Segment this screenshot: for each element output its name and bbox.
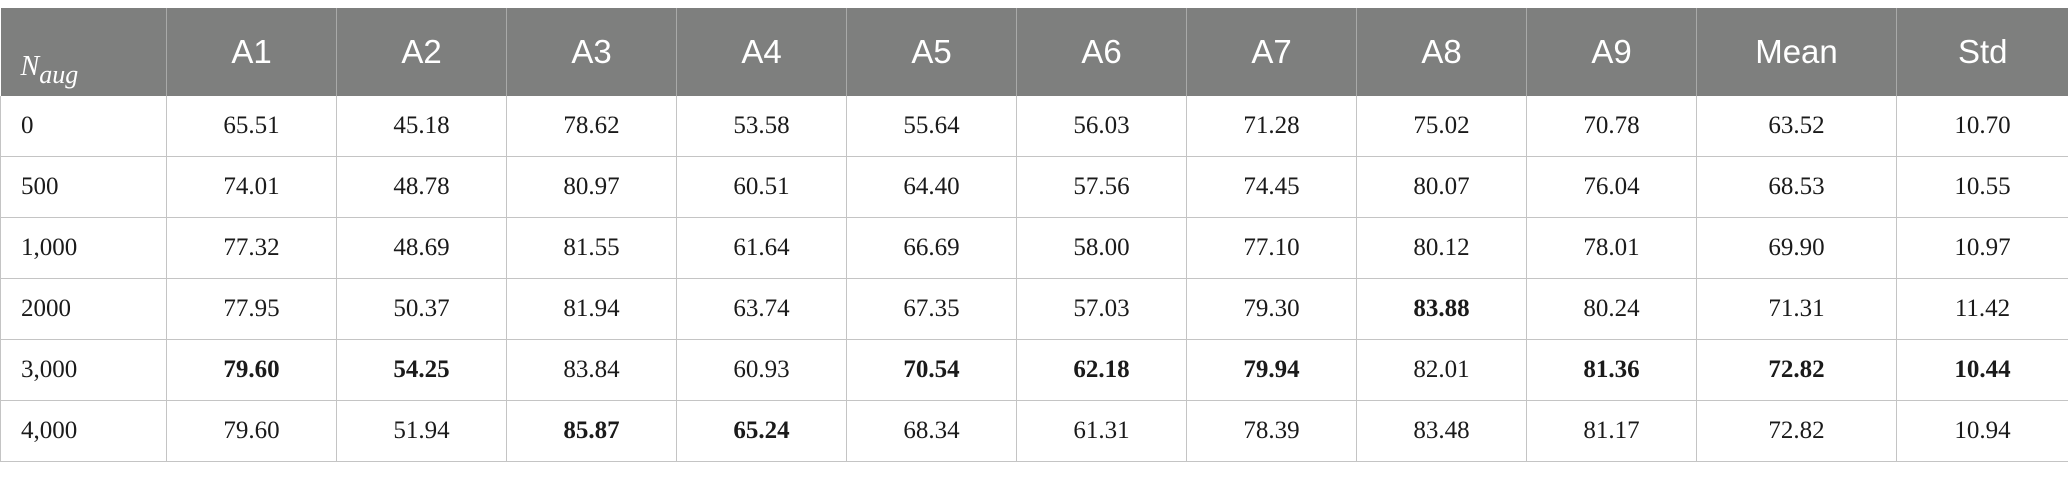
table-cell: 53.58 xyxy=(676,96,847,157)
table-cell: 83.88 xyxy=(1356,278,1527,340)
table-cell: 75.02 xyxy=(1356,96,1527,157)
table-cell: 10.70 xyxy=(1896,96,2068,157)
column-header: A1 xyxy=(166,8,337,96)
results-table: Naug A1 A2 A3 A4 A5 A6 A7 A8 A9 Mean Std 0 65.51 45.… xyxy=(0,8,2068,462)
table-cell: 67.35 xyxy=(846,278,1017,340)
table-cell: 79.94 xyxy=(1186,339,1357,401)
table-cell: 57.03 xyxy=(1016,278,1187,340)
table-cell: 48.69 xyxy=(336,217,507,279)
table-cell: 64.40 xyxy=(846,156,1017,218)
column-header: Std xyxy=(1896,8,2068,96)
row-label: 1,000 xyxy=(0,217,167,279)
table-cell: 80.97 xyxy=(506,156,677,218)
table-cell: 79.60 xyxy=(166,400,337,462)
table-row: 2000 77.95 50.37 81.94 63.74 67.35 57.03 79.30 8… xyxy=(0,278,2068,340)
table-header: Naug A1 A2 A3 A4 A5 A6 A7 A8 A9 Mean Std xyxy=(0,8,2068,96)
table-cell: 78.01 xyxy=(1526,217,1697,279)
table-cell: 81.36 xyxy=(1526,339,1697,401)
table-cell: 68.53 xyxy=(1696,156,1897,218)
table-cell: 66.69 xyxy=(846,217,1017,279)
table-cell: 72.82 xyxy=(1696,400,1897,462)
table-cell: 65.24 xyxy=(676,400,847,462)
table-cell: 83.48 xyxy=(1356,400,1527,462)
table-cell: 62.18 xyxy=(1016,339,1187,401)
table-cell: 60.51 xyxy=(676,156,847,218)
column-header: A3 xyxy=(506,8,677,96)
table-row: 1,000 77.32 48.69 81.55 61.64 66.69 58.00 77.10… xyxy=(0,217,2068,279)
table-cell: 65.51 xyxy=(166,96,337,157)
table-row: 4,000 79.60 51.94 85.87 65.24 68.34 61.31 78.39… xyxy=(0,400,2068,462)
table-cell: 61.31 xyxy=(1016,400,1187,462)
row-label: 2000 xyxy=(0,278,167,340)
table-cell: 70.54 xyxy=(846,339,1017,401)
table-cell: 48.78 xyxy=(336,156,507,218)
results-table-container: Naug A1 A2 A3 A4 A5 A6 A7 A8 A9 Mean Std 0 65.51 45.… xyxy=(0,8,2068,462)
table-cell: 69.90 xyxy=(1696,217,1897,279)
column-header: A5 xyxy=(846,8,1017,96)
table-cell: 77.10 xyxy=(1186,217,1357,279)
table-cell: 54.25 xyxy=(336,339,507,401)
table-cell: 80.12 xyxy=(1356,217,1527,279)
table-cell: 71.28 xyxy=(1186,96,1357,157)
table-cell: 81.94 xyxy=(506,278,677,340)
row-label: 3,000 xyxy=(0,339,167,401)
table-cell: 55.64 xyxy=(846,96,1017,157)
table-cell: 70.78 xyxy=(1526,96,1697,157)
table-row: 500 74.01 48.78 80.97 60.51 64.40 57.56 74.45 80… xyxy=(0,156,2068,218)
table-cell: 72.82 xyxy=(1696,339,1897,401)
column-header: A2 xyxy=(336,8,507,96)
column-header: Mean xyxy=(1696,8,1897,96)
table-cell: 78.62 xyxy=(506,96,677,157)
table-cell: 83.84 xyxy=(506,339,677,401)
row-label: 4,000 xyxy=(0,400,167,462)
table-cell: 58.00 xyxy=(1016,217,1187,279)
table-cell: 78.39 xyxy=(1186,400,1357,462)
table-cell: 60.93 xyxy=(676,339,847,401)
table-cell: 45.18 xyxy=(336,96,507,157)
table-cell: 63.52 xyxy=(1696,96,1897,157)
table-cell: 51.94 xyxy=(336,400,507,462)
table-body: 0 65.51 45.18 78.62 53.58 55.64 56.03 71.28 75.0… xyxy=(0,96,2068,462)
table-cell: 74.01 xyxy=(166,156,337,218)
table-cell: 10.97 xyxy=(1896,217,2068,279)
corner-label-sub: aug xyxy=(39,60,79,89)
table-cell: 77.95 xyxy=(166,278,337,340)
table-cell: 10.44 xyxy=(1896,339,2068,401)
column-header: A4 xyxy=(676,8,847,96)
row-label: 500 xyxy=(0,156,167,218)
table-cell: 10.94 xyxy=(1896,400,2068,462)
table-cell: 63.74 xyxy=(676,278,847,340)
column-header: A6 xyxy=(1016,8,1187,96)
table-row: 3,000 79.60 54.25 83.84 60.93 70.54 62.18 79.94… xyxy=(0,339,2068,401)
table-cell: 77.32 xyxy=(166,217,337,279)
column-header: A7 xyxy=(1186,8,1357,96)
table-cell: 80.24 xyxy=(1526,278,1697,340)
header-row: Naug A1 A2 A3 A4 A5 A6 A7 A8 A9 Mean Std xyxy=(0,8,2068,96)
corner-label-base: N xyxy=(20,51,40,82)
table-cell: 81.17 xyxy=(1526,400,1697,462)
table-cell: 71.31 xyxy=(1696,278,1897,340)
table-cell: 56.03 xyxy=(1016,96,1187,157)
table-cell: 11.42 xyxy=(1896,278,2068,340)
table-cell: 74.45 xyxy=(1186,156,1357,218)
column-header: A8 xyxy=(1356,8,1527,96)
column-header: A9 xyxy=(1526,8,1697,96)
table-cell: 82.01 xyxy=(1356,339,1527,401)
table-cell: 81.55 xyxy=(506,217,677,279)
table-cell: 10.55 xyxy=(1896,156,2068,218)
table-cell: 50.37 xyxy=(336,278,507,340)
table-cell: 76.04 xyxy=(1526,156,1697,218)
table-row: 0 65.51 45.18 78.62 53.58 55.64 56.03 71.28 75.0… xyxy=(0,96,2068,157)
table-cell: 61.64 xyxy=(676,217,847,279)
table-cell: 57.56 xyxy=(1016,156,1187,218)
table-cell: 68.34 xyxy=(846,400,1017,462)
table-cell: 80.07 xyxy=(1356,156,1527,218)
table-cell: 85.87 xyxy=(506,400,677,462)
table-cell: 79.30 xyxy=(1186,278,1357,340)
row-label: 0 xyxy=(0,96,167,157)
table-cell: 79.60 xyxy=(166,339,337,401)
corner-header-n-aug: Naug xyxy=(0,8,167,96)
